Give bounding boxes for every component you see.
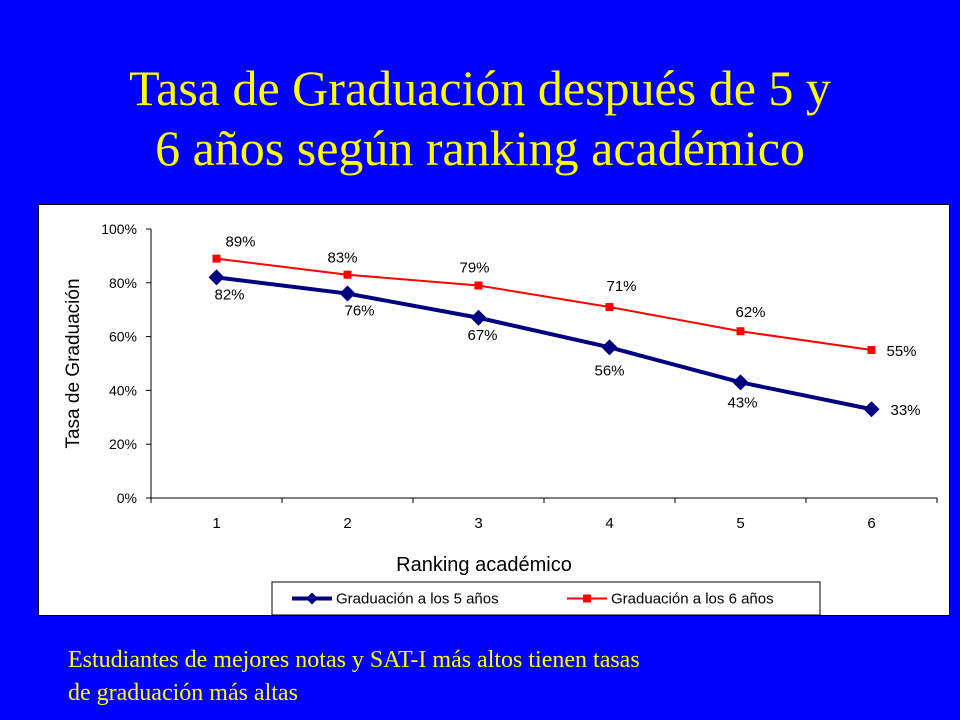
- legend-marker-diamond: [306, 592, 318, 605]
- legend-box: [271, 581, 821, 615]
- x-axis-title: Ranking académico: [396, 554, 572, 576]
- data-label: 43%: [727, 394, 757, 411]
- data-label: 76%: [344, 303, 374, 320]
- series-line-5-years: [216, 275, 872, 412]
- x-tick-label: 4: [605, 515, 613, 532]
- data-label: 56%: [594, 362, 624, 379]
- slide-title: Tasa de Graduación después de 5 y 6 años…: [0, 58, 960, 178]
- data-point-6-years: [736, 327, 745, 336]
- data-point-5-years: [863, 401, 880, 418]
- y-tick-label: 40%: [109, 382, 137, 398]
- caption-line-2: de graduación más altas: [68, 680, 298, 706]
- data-label: 62%: [735, 304, 765, 321]
- data-point-5-years: [339, 285, 356, 302]
- data-point-6-years: [605, 303, 614, 312]
- y-tick-label: 80%: [109, 275, 137, 291]
- data-label: 55%: [886, 343, 916, 360]
- y-tick-label: 20%: [109, 436, 137, 452]
- data-label: 83%: [327, 250, 357, 267]
- data-point-5-years: [208, 269, 225, 286]
- data-point-6-years: [212, 254, 221, 263]
- x-tick-label: 1: [212, 515, 220, 532]
- data-label: 33%: [890, 402, 920, 419]
- data-point-5-years: [470, 309, 487, 326]
- x-tick-label: 6: [867, 515, 875, 532]
- legend-label: Graduación a los 5 años: [336, 591, 499, 608]
- y-axis-title: Tasa de Graduación: [63, 278, 84, 448]
- slide-caption: Estudiantes de mejores notas y SAT-I más…: [68, 644, 928, 710]
- y-tick-label: 60%: [109, 329, 137, 345]
- legend-marker-square: [583, 594, 591, 603]
- x-tick-label: 3: [474, 515, 482, 532]
- data-label: 71%: [606, 278, 636, 295]
- series-line-6-years: [216, 257, 872, 352]
- data-label: 82%: [214, 286, 244, 303]
- legend-label: Graduación a los 6 años: [611, 591, 774, 608]
- data-label: 67%: [467, 327, 497, 344]
- x-tick-label: 2: [343, 515, 351, 532]
- data-label: 89%: [225, 234, 255, 251]
- chart-container: 0% 20% 40% 60% 80% 100% 1 2 3 4 5 6 Ranking académic…: [38, 204, 950, 616]
- data-label: 79%: [459, 259, 489, 276]
- data-point-6-years: [867, 346, 876, 355]
- data-point-5-years: [601, 339, 618, 356]
- caption-line-1: Estudiantes de mejores notas y SAT-I más…: [68, 647, 640, 673]
- data-point-6-years: [343, 270, 352, 279]
- y-tick-label: 0%: [117, 490, 137, 506]
- data-point-6-years: [474, 281, 483, 290]
- slide-title-line-1: Tasa de Graduación después de 5 y: [129, 60, 831, 116]
- line-chart: 0% 20% 40% 60% 80% 100% 1 2 3 4 5 6 Ranking académic…: [63, 221, 938, 615]
- x-tick-label: 5: [736, 515, 744, 532]
- slide-title-line-2: 6 años según ranking académico: [155, 120, 805, 176]
- data-point-5-years: [732, 374, 749, 391]
- y-tick-label: 100%: [101, 221, 137, 237]
